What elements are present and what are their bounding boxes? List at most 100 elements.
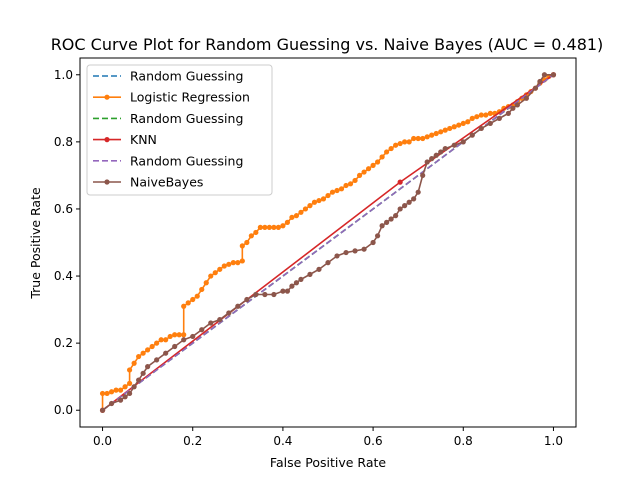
series-1-point <box>469 115 475 121</box>
series-5-point <box>307 271 313 277</box>
series-1-point <box>239 243 245 249</box>
x-tick-label: 0.8 <box>454 434 473 448</box>
series-1-point <box>131 360 137 366</box>
series-1-point <box>420 135 426 142</box>
series-1-point <box>411 135 417 142</box>
series-1-point <box>167 333 173 340</box>
series-1-point <box>149 343 155 350</box>
series-5-point <box>99 407 106 413</box>
series-1-point <box>302 206 309 212</box>
series-1-point <box>347 181 354 187</box>
x-tick-label: 0.2 <box>183 434 202 448</box>
series-5-point <box>284 288 291 294</box>
series-1-point <box>487 110 493 116</box>
series-1-point <box>212 270 218 276</box>
series-1-point <box>145 347 151 353</box>
x-tick-label: 1.0 <box>544 434 563 448</box>
series-5-point <box>217 317 223 323</box>
series-1-point <box>316 197 322 204</box>
series-1 <box>99 72 557 413</box>
series-1-point <box>456 122 462 128</box>
plot-layer <box>99 72 557 413</box>
series-1-point <box>275 224 281 230</box>
series-5-point <box>397 206 403 212</box>
series-1-point <box>320 196 327 202</box>
series-1-point <box>298 209 304 215</box>
series-5-point <box>460 139 466 145</box>
series-5-point <box>163 350 169 356</box>
series-5-point <box>145 364 151 370</box>
series-5-point <box>140 370 146 376</box>
series-1-point <box>140 350 146 356</box>
series-5-point <box>438 149 444 155</box>
series-5-point <box>411 196 417 202</box>
series-1-point <box>438 129 444 135</box>
legend-entry-2: Random Guessing <box>130 111 243 126</box>
series-5-point <box>406 199 412 205</box>
series-1-point <box>127 380 133 386</box>
x-tick-label: 0.6 <box>364 434 383 448</box>
series-5-point <box>424 159 430 165</box>
series-1-point <box>465 119 471 125</box>
y-tick-label: 0.0 <box>54 403 73 417</box>
legend-entry-4: Random Guessing <box>130 153 243 168</box>
series-1-point <box>136 353 142 360</box>
series-1-point <box>343 182 349 189</box>
series-5-point <box>514 102 520 108</box>
y-tick-label: 0.8 <box>54 135 73 149</box>
legend: Random Guessing Logistic Regression Random… <box>86 64 273 196</box>
legend-entry-5: NaiveBayes <box>130 175 203 190</box>
series-1-point <box>217 266 223 272</box>
series-5-point <box>487 120 493 127</box>
series-1-point <box>429 132 435 138</box>
series-1-point <box>199 286 205 293</box>
x-tick-label: 0.4 <box>273 434 292 448</box>
series-5-point <box>402 203 408 209</box>
series-5-point <box>181 337 187 343</box>
series-1-point <box>257 224 263 230</box>
series-5-point <box>505 110 511 116</box>
series-1-point <box>181 303 187 309</box>
series-1-point <box>375 159 381 165</box>
series-1-point <box>442 127 448 133</box>
series-1-point <box>388 145 394 152</box>
plot-frame <box>79 57 577 428</box>
series-1-point <box>289 214 295 220</box>
series-5-point <box>293 280 300 286</box>
series-5-point <box>469 132 475 138</box>
series-3-point <box>397 179 403 185</box>
ticks-layer: 0.0 0.2 0.4 0.6 0.8 1.0 0.0 0.2 0.4 0.6 0.8 1.0 <box>54 68 563 448</box>
series-5-point <box>325 260 331 266</box>
series-5-point <box>379 223 385 229</box>
y-tick-label: 0.6 <box>54 202 73 216</box>
series-5-point <box>298 276 304 282</box>
series-5-point <box>388 216 394 222</box>
y-tick-label: 0.2 <box>54 336 73 350</box>
series-1-point <box>185 300 191 306</box>
series-5-point <box>262 291 268 298</box>
series-5-point <box>352 248 358 254</box>
series-1-point <box>325 192 331 199</box>
series-1-point <box>393 142 399 148</box>
series-1-point <box>311 199 318 205</box>
series-5-point <box>316 266 322 272</box>
series-5-point <box>375 233 381 239</box>
series-1-point <box>424 134 430 140</box>
series-5-point <box>370 239 376 246</box>
series-1-point <box>194 293 200 299</box>
series-1-point <box>221 263 227 269</box>
series-1-point <box>203 280 209 286</box>
series-5-point <box>226 310 232 316</box>
legend-entry-1: Logistic Regression <box>130 90 250 105</box>
legend-box <box>86 64 273 196</box>
series-5-point <box>429 156 435 162</box>
series-1-point <box>108 389 115 395</box>
legend-marker-3 <box>104 137 110 143</box>
series-5-point <box>190 333 196 340</box>
y-tick-label: 0.4 <box>54 269 73 283</box>
series-1-point <box>384 149 390 155</box>
series-5-point <box>420 172 426 179</box>
series-5 <box>99 72 557 413</box>
series-1-point <box>433 130 439 137</box>
series-1-point <box>253 229 259 236</box>
